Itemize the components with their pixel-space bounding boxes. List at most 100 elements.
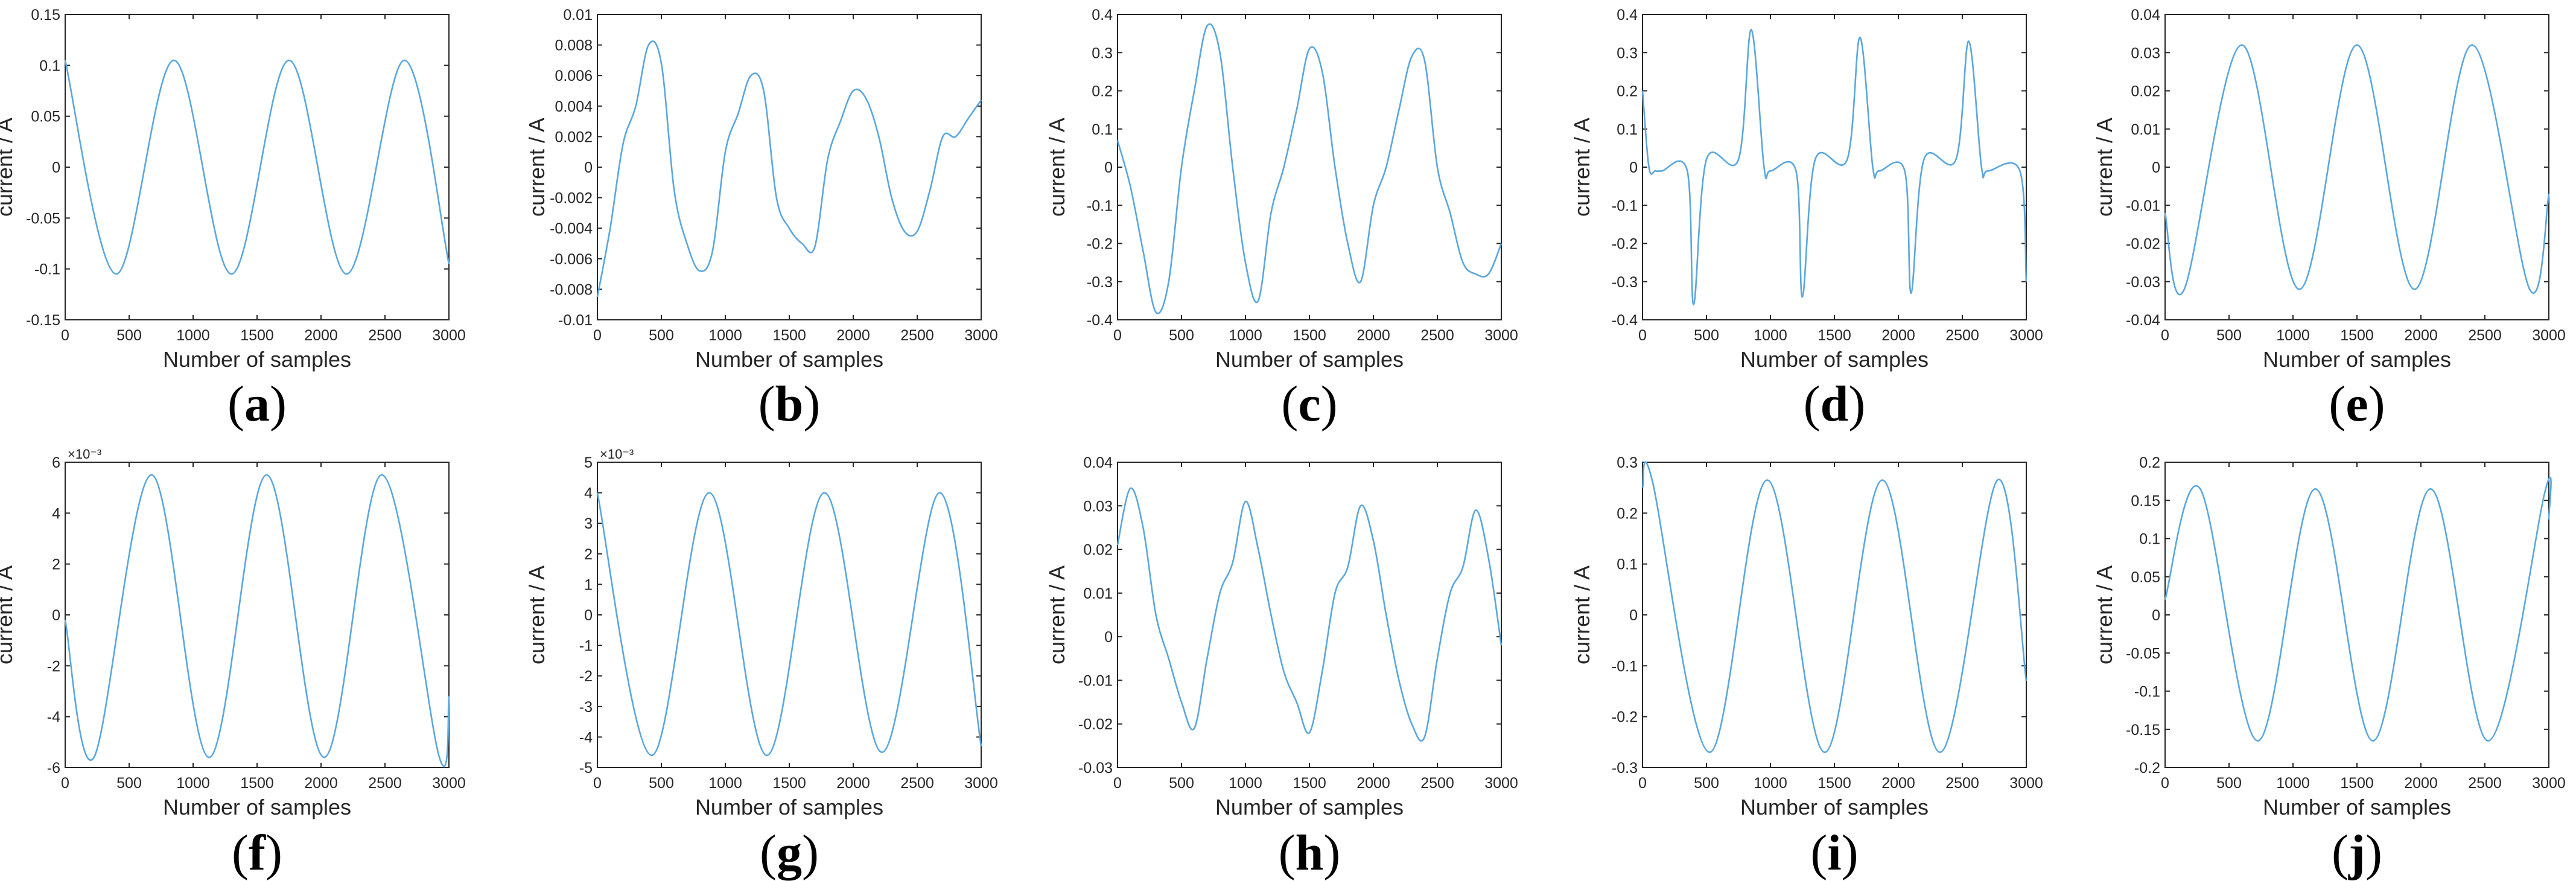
- x-tick-label: 3000: [432, 327, 466, 344]
- y-tick-label: 1: [584, 576, 593, 593]
- series-line-e: [2164, 44, 2550, 296]
- x-tick-label: 3000: [1484, 327, 1518, 344]
- x-axis-label: Number of samples: [2263, 795, 2451, 819]
- x-tick-label: 2000: [304, 327, 338, 344]
- x-tick-label: 3000: [432, 775, 466, 792]
- y-tick-label: 0.2: [1617, 83, 1638, 100]
- x-tick-label: 3000: [964, 775, 998, 792]
- panel-caption-c: (c): [1281, 376, 1338, 432]
- y-tick-label: -0.4: [1087, 312, 1113, 329]
- chart-a: 0 500 1000 1500 2000 2500 3000 -0.15 -0.1 -0.05 0 0…: [0, 7, 466, 372]
- y-tick-label: -0.15: [2126, 722, 2160, 739]
- x-tick-label: 3000: [2009, 327, 2043, 344]
- y-tick-label: -0.01: [558, 312, 593, 329]
- y-tick-label: 6: [52, 454, 60, 471]
- y-tick-label: 0.03: [2131, 45, 2160, 62]
- y-tick-label: 3: [584, 515, 593, 532]
- x-tick-label: 500: [116, 775, 142, 792]
- y-tick-label: 0.15: [31, 7, 60, 24]
- y-tick-label: -0.2: [1087, 236, 1113, 253]
- y-tick-label: 0.1: [1092, 121, 1113, 138]
- y-tick-label: -0.006: [550, 251, 593, 268]
- x-tick-label: 2000: [1356, 327, 1390, 344]
- y-tick-label: 0.2: [1617, 505, 1638, 522]
- chart-c: 0 500 1000 1500 2000 2500 3000 -0.4 -0.3 -0.2 -0.1…: [1045, 7, 1518, 372]
- y-tick-label: 0.004: [555, 98, 593, 115]
- x-tick-label: 0: [2161, 775, 2169, 792]
- x-axis-label: Number of samples: [163, 347, 351, 372]
- y-axis-label: current / A: [1045, 565, 1069, 664]
- y-axis-label: current / A: [2092, 118, 2117, 217]
- x-tick-label: 1000: [1229, 327, 1262, 344]
- x-tick-label: 1500: [2340, 327, 2374, 344]
- series-line-c: [1116, 23, 1503, 314]
- x-tick-label: 2500: [900, 775, 934, 792]
- y-tick-label: -0.4: [1612, 312, 1638, 329]
- chart-b: 0 500 1000 1500 2000 2500 3000 -0.01 -0.008 -0.00…: [524, 7, 998, 372]
- x-tick-label: 2500: [2468, 775, 2502, 792]
- y-tick-label: -0.02: [1078, 716, 1113, 733]
- plot-frame: [65, 462, 450, 768]
- x-tick-label: 500: [116, 327, 142, 344]
- y-tick-label: 0.01: [563, 7, 593, 24]
- y-tick-label: 0.002: [555, 129, 593, 145]
- y-tick-label: -6: [47, 760, 60, 777]
- x-tick-label: 0: [1113, 327, 1122, 344]
- panel-caption-h: (h): [1278, 825, 1341, 881]
- y-axis-label: current / A: [1045, 118, 1069, 217]
- series-line-j: [2164, 476, 2552, 742]
- y-axis-label: current / A: [524, 118, 549, 217]
- y-tick-label: 0.4: [1617, 7, 1638, 24]
- x-tick-label: 1000: [176, 327, 210, 344]
- y-tick-label: 0.02: [2131, 83, 2160, 100]
- panel-caption-letter: d: [1820, 376, 1849, 432]
- y-tick-label: 0: [1629, 159, 1638, 176]
- y-tick-label: -0.03: [1078, 760, 1113, 777]
- x-tick-label: 2500: [1945, 327, 1979, 344]
- x-tick-label: 2000: [2404, 775, 2438, 792]
- x-tick-label: 1000: [176, 775, 210, 792]
- x-tick-label: 2000: [2404, 327, 2438, 344]
- y-tick-label: -0.3: [1087, 274, 1113, 291]
- panel-caption-b: (b): [758, 376, 821, 432]
- panel-caption-letter: f: [249, 825, 266, 881]
- y-tick-label: 0: [2152, 607, 2160, 624]
- x-axis-label: Number of samples: [163, 795, 351, 819]
- panel-caption-letter: j: [2349, 825, 2365, 881]
- x-tick-label: 2500: [2468, 327, 2502, 344]
- y-tick-label: 0: [1104, 629, 1113, 646]
- chart-j: 0 500 1000 1500 2000 2500 3000 -0.2 -0.15 -0.1 -0.…: [2092, 454, 2566, 819]
- x-axis-label: Number of samples: [2263, 347, 2451, 372]
- y-tick-label: 0.1: [1617, 121, 1638, 138]
- y-tick-label: 4: [52, 505, 60, 522]
- y-axis-label: current / A: [524, 565, 549, 664]
- x-tick-label: 1000: [708, 775, 742, 792]
- y-tick-label: 0.2: [1092, 83, 1113, 100]
- y-tick-label: 5: [584, 454, 593, 471]
- x-tick-label: 1000: [708, 327, 742, 344]
- y-tick-label: 0: [584, 607, 593, 624]
- x-tick-label: 500: [2216, 327, 2242, 344]
- panel-caption-e: (e): [2329, 376, 2385, 432]
- y-tick-label: -0.2: [1612, 709, 1638, 726]
- y-tick-label: 0.01: [1083, 585, 1113, 602]
- y-tick-label: 0: [2152, 159, 2160, 176]
- x-tick-label: 2000: [1881, 327, 1915, 344]
- x-tick-label: 0: [1113, 775, 1122, 792]
- x-tick-label: 2500: [1420, 327, 1454, 344]
- x-tick-label: 500: [1169, 327, 1194, 344]
- y-exponent-label: ×10⁻³: [68, 447, 101, 462]
- y-tick-label: -3: [579, 699, 593, 716]
- y-tick-label: -2: [579, 668, 593, 685]
- y-tick-label: -0.1: [2134, 684, 2160, 701]
- x-tick-label: 1500: [240, 775, 274, 792]
- y-tick-label: -2: [47, 658, 60, 675]
- x-tick-label: 0: [1638, 327, 1647, 344]
- panel-caption-letter: h: [1295, 825, 1324, 881]
- y-tick-label: 0.3: [1092, 45, 1113, 62]
- y-tick-label: 0.3: [1617, 454, 1638, 471]
- y-tick-label: -1: [579, 638, 593, 655]
- x-tick-label: 1500: [772, 327, 806, 344]
- x-axis-label: Number of samples: [695, 347, 883, 372]
